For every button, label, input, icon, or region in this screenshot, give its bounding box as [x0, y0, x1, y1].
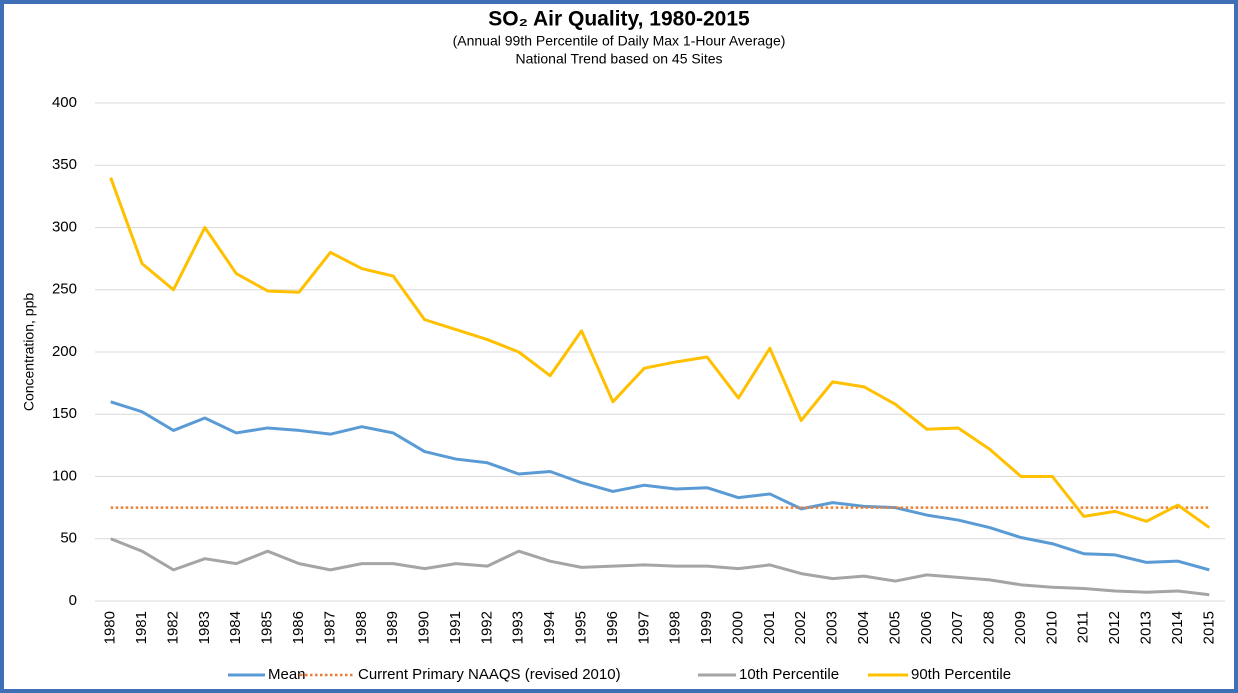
x-tick-label: 2011: [1075, 611, 1092, 643]
chart-subtitle: National Trend based on 45 Sites: [515, 51, 722, 67]
x-tick-label: 1985: [259, 611, 276, 644]
x-tick-label: 1986: [290, 611, 307, 644]
x-tick-label: 2000: [729, 611, 746, 644]
x-tick-label: 1992: [478, 611, 495, 644]
x-tick-label: 1993: [510, 611, 527, 644]
legend-label: Current Primary NAAQS (revised 2010): [358, 666, 621, 683]
y-tick-label: 250: [52, 281, 77, 298]
x-tick-label: 2008: [981, 611, 998, 644]
x-tick-label: 1982: [164, 611, 181, 644]
x-tick-label: 1981: [133, 611, 150, 644]
x-tick-label: 1984: [227, 611, 244, 644]
x-tick-label: 1998: [667, 611, 684, 644]
x-tick-label: 1999: [698, 611, 715, 644]
y-tick-label: 150: [52, 405, 77, 422]
x-tick-label: 1987: [321, 611, 338, 644]
x-tick-label: 2005: [886, 611, 903, 644]
series-line: [110, 537, 1210, 597]
y-tick-label: 300: [52, 218, 77, 235]
x-tick-label: 2004: [855, 611, 872, 644]
x-tick-label: 1990: [416, 611, 433, 644]
x-tick-label: 2013: [1137, 611, 1154, 644]
legend-label: 90th Percentile: [911, 666, 1011, 683]
x-tick-label: 1997: [635, 611, 652, 644]
x-tick-label: 2001: [761, 611, 778, 644]
x-tick-label: 2003: [824, 611, 841, 644]
series-line: [110, 400, 1210, 572]
x-tick-label: 1994: [541, 611, 558, 644]
x-tick-label: 2010: [1043, 611, 1060, 644]
series-line: [109, 177, 1211, 529]
x-tick-label: 2002: [792, 611, 809, 644]
x-tick-label: 2012: [1106, 611, 1123, 644]
x-tick-label: 2015: [1200, 611, 1217, 644]
x-tick-label: 2006: [918, 611, 935, 644]
x-tick-label: 1988: [353, 611, 370, 644]
y-tick-label: 350: [52, 156, 77, 173]
legend-label: 10th Percentile: [739, 666, 839, 683]
y-tick-label: 0: [69, 592, 77, 609]
x-tick-label: 2014: [1169, 611, 1186, 644]
legend-label: Mean: [268, 666, 306, 683]
y-tick-label: 200: [52, 343, 77, 360]
chart-title: SO₂ Air Quality, 1980-2015: [488, 8, 750, 31]
x-tick-label: 1996: [604, 611, 621, 644]
y-tick-label: 100: [52, 467, 77, 484]
x-tick-label: 1983: [196, 611, 213, 644]
x-tick-label: 2009: [1012, 611, 1029, 644]
y-tick-label: 50: [60, 530, 77, 547]
y-axis-label: Concentration, ppb: [21, 293, 37, 412]
y-tick-label: 400: [52, 94, 77, 111]
x-tick-label: 1991: [447, 611, 464, 644]
x-tick-label: 1989: [384, 611, 401, 644]
x-tick-label: 1980: [102, 611, 119, 644]
x-tick-label: 2007: [949, 611, 966, 644]
x-tick-label: 1995: [572, 611, 589, 644]
chart-subtitle: (Annual 99th Percentile of Daily Max 1-H…: [453, 33, 786, 49]
